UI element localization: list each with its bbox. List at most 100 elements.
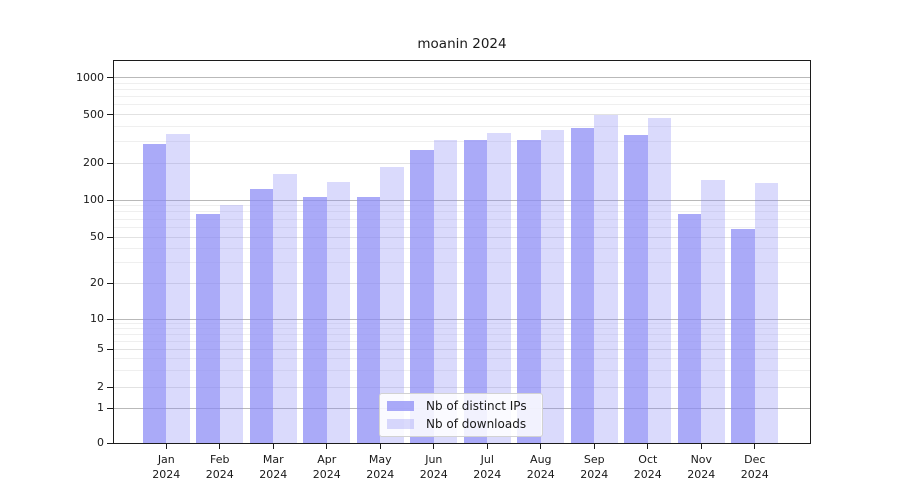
x-tick-label: Nov 2024 <box>673 452 729 482</box>
bar-distinct-ips <box>303 196 327 444</box>
gridline-major <box>113 318 811 320</box>
gridline-minor <box>113 328 811 330</box>
y-tick-mark <box>107 348 113 350</box>
x-tick-month: Apr <box>317 453 337 466</box>
bar-distinct-ips <box>624 134 648 444</box>
x-tick-mark <box>540 444 542 449</box>
bar-distinct-ips <box>517 139 541 444</box>
bar-downloads <box>380 167 404 444</box>
x-tick-mark <box>165 444 167 449</box>
x-tick-mark <box>700 444 702 449</box>
x-tick-label: Jul 2024 <box>459 452 515 482</box>
gridline-minor <box>113 211 811 213</box>
y-tick-label: 500 <box>83 107 104 121</box>
bar-distinct-ips <box>410 150 434 444</box>
x-tick-label: Jun 2024 <box>406 452 462 482</box>
x-tick-label: May 2024 <box>352 452 408 482</box>
axis-spine-right <box>810 60 811 444</box>
x-tick-year: 2024 <box>152 468 181 481</box>
legend-item-distinct-ips: Nb of distinct IPs <box>387 397 534 415</box>
x-tick-label: Jan 2024 <box>138 452 194 482</box>
chart-title: moanin 2024 <box>417 36 507 52</box>
y-tick-label: 2 <box>97 380 104 394</box>
x-tick-mark <box>433 444 435 449</box>
gridline-minor <box>113 218 811 220</box>
bar-distinct-ips <box>677 213 702 444</box>
gridlines-layer <box>113 60 811 444</box>
y-tick-mark <box>107 162 113 164</box>
bar-downloads <box>326 182 351 444</box>
x-tick-year: 2024 <box>526 468 555 481</box>
x-tick-month: Feb <box>210 453 230 466</box>
gridline-minor <box>113 323 811 325</box>
bar-downloads <box>487 133 511 444</box>
gridline-minor <box>113 114 811 116</box>
x-tick-month: Jul <box>480 453 494 466</box>
gridline-minor <box>113 386 811 388</box>
bar-distinct-ips <box>570 128 595 444</box>
y-tick-mark <box>107 77 113 79</box>
x-tick-mark <box>219 444 221 449</box>
legend: Nb of distinct IPs Nb of downloads <box>379 393 543 437</box>
x-tick-month: Jan <box>157 453 175 466</box>
x-tick-year: 2024 <box>419 468 448 481</box>
x-tick-mark <box>379 444 381 449</box>
x-tick-year: 2024 <box>687 468 716 481</box>
x-tick-year: 2024 <box>366 468 395 481</box>
x-tick-year: 2024 <box>473 468 502 481</box>
y-tick-mark <box>107 407 113 409</box>
gridline-minor <box>113 334 811 336</box>
axis-spine-left <box>113 60 114 444</box>
y-tick-mark <box>107 318 113 320</box>
x-tick-month: Jun <box>425 453 443 466</box>
x-tick-month: Nov <box>690 453 713 466</box>
x-tick-month: Mar <box>262 453 284 466</box>
x-tick-label: Oct 2024 <box>620 452 676 482</box>
x-tick-label: Mar 2024 <box>245 452 301 482</box>
gridline-minor <box>113 82 811 84</box>
gridline-minor <box>113 205 811 207</box>
y-tick-mark <box>107 282 113 284</box>
bar-distinct-ips <box>249 188 274 444</box>
bar-distinct-ips <box>142 144 167 444</box>
x-tick-year: 2024 <box>259 468 288 481</box>
gridline-minor <box>113 369 811 371</box>
x-tick-year: 2024 <box>580 468 609 481</box>
x-tick-month: Oct <box>638 453 658 466</box>
bar-downloads <box>701 179 725 444</box>
gridline-minor <box>113 236 811 238</box>
y-tick-mark <box>107 114 113 116</box>
bar-distinct-ips <box>463 140 488 444</box>
bar-downloads <box>273 173 297 444</box>
y-tick-mark <box>107 386 113 388</box>
x-tick-mark <box>272 444 274 449</box>
gridline-minor <box>113 226 811 228</box>
x-tick-label: Sep 2024 <box>566 452 622 482</box>
bar-downloads <box>594 115 618 444</box>
gridline-minor <box>113 340 811 342</box>
x-tick-year: 2024 <box>205 468 234 481</box>
gridline-minor <box>113 96 811 98</box>
bar-downloads <box>540 129 565 444</box>
x-tick-mark <box>593 444 595 449</box>
x-tick-mark <box>647 444 649 449</box>
x-tick-label: Apr 2024 <box>299 452 355 482</box>
plot-area <box>113 60 811 444</box>
x-tick-year: 2024 <box>633 468 662 481</box>
x-tick-month: Sep <box>583 453 605 466</box>
x-tick-label: Aug 2024 <box>513 452 569 482</box>
y-tick-label: 0 <box>97 436 104 450</box>
bar-downloads <box>754 182 779 444</box>
bar-downloads <box>219 205 244 444</box>
gridline-minor <box>113 247 811 249</box>
gridline-minor <box>113 358 811 360</box>
legend-swatch-distinct-ips <box>387 401 414 411</box>
bar-distinct-ips <box>196 213 220 444</box>
y-tick-label: 200 <box>83 156 104 169</box>
x-tick-mark <box>754 444 756 449</box>
x-tick-mark <box>486 444 488 449</box>
y-tick-mark <box>107 236 113 238</box>
gridline-minor <box>113 89 811 91</box>
x-tick-mark <box>326 444 328 449</box>
